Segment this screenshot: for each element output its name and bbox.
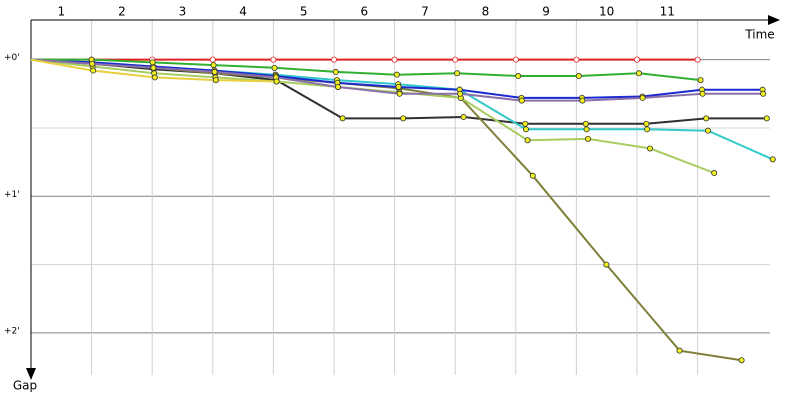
point — [738, 357, 745, 364]
point — [635, 70, 642, 77]
point — [644, 126, 651, 133]
point — [460, 114, 467, 121]
point — [149, 59, 156, 66]
point — [512, 56, 519, 63]
point — [694, 56, 701, 63]
point — [584, 135, 591, 142]
point — [391, 56, 398, 63]
point — [529, 172, 536, 179]
x-tick-label: 5 — [300, 5, 308, 19]
point — [211, 68, 218, 75]
point — [452, 56, 459, 63]
x-tick-label: 3 — [179, 5, 187, 19]
y-tick-label: +1' — [4, 190, 20, 200]
series-line — [30, 58, 715, 174]
point — [273, 78, 280, 85]
x-tick-label: 8 — [482, 5, 490, 19]
x-axis-arrow — [768, 15, 780, 25]
point — [699, 90, 706, 97]
point — [454, 70, 461, 77]
point — [270, 56, 277, 63]
point — [209, 56, 216, 63]
point — [393, 71, 400, 78]
point — [760, 90, 767, 97]
x-tick-label: 7 — [421, 5, 429, 19]
y-tick-label: +2' — [4, 326, 20, 336]
x-tick-label: 4 — [239, 5, 247, 19]
y-axis-arrow — [26, 368, 36, 380]
point — [90, 67, 97, 74]
point — [704, 127, 711, 134]
x-tick-label: 10 — [599, 5, 614, 19]
point — [212, 77, 219, 84]
point — [89, 60, 96, 67]
point — [150, 64, 157, 71]
point — [334, 83, 341, 90]
x-tick-label: 2 — [118, 5, 126, 19]
point — [633, 56, 640, 63]
point — [643, 120, 650, 127]
point — [583, 126, 590, 133]
point — [582, 120, 589, 127]
point — [330, 56, 337, 63]
point — [573, 56, 580, 63]
point — [763, 115, 770, 122]
y-tick-label: +0' — [4, 53, 20, 63]
x-tick-label: 1 — [57, 5, 65, 19]
point — [271, 64, 278, 71]
point — [518, 97, 525, 104]
point — [711, 170, 718, 177]
point — [769, 156, 776, 163]
point — [210, 62, 217, 69]
point — [639, 94, 646, 101]
x-axis-title: Time — [744, 28, 774, 42]
point — [332, 68, 339, 75]
point — [575, 73, 582, 80]
point — [151, 74, 158, 81]
point — [579, 97, 586, 104]
point — [522, 126, 529, 133]
point — [703, 115, 710, 122]
y-axis-title: Gap — [13, 379, 37, 393]
point — [524, 137, 531, 144]
point — [515, 73, 522, 80]
series-line — [31, 58, 701, 82]
point — [697, 77, 704, 84]
point — [457, 90, 464, 97]
point — [339, 115, 346, 122]
point — [646, 145, 653, 152]
series-line — [30, 58, 742, 362]
point — [395, 83, 402, 90]
x-tick-label: 6 — [360, 5, 368, 19]
x-tick-label: 9 — [542, 5, 550, 19]
point — [400, 115, 407, 122]
point — [603, 261, 610, 268]
point — [676, 347, 683, 354]
point — [522, 120, 529, 127]
x-tick-label: 11 — [660, 5, 675, 19]
point — [396, 90, 403, 97]
